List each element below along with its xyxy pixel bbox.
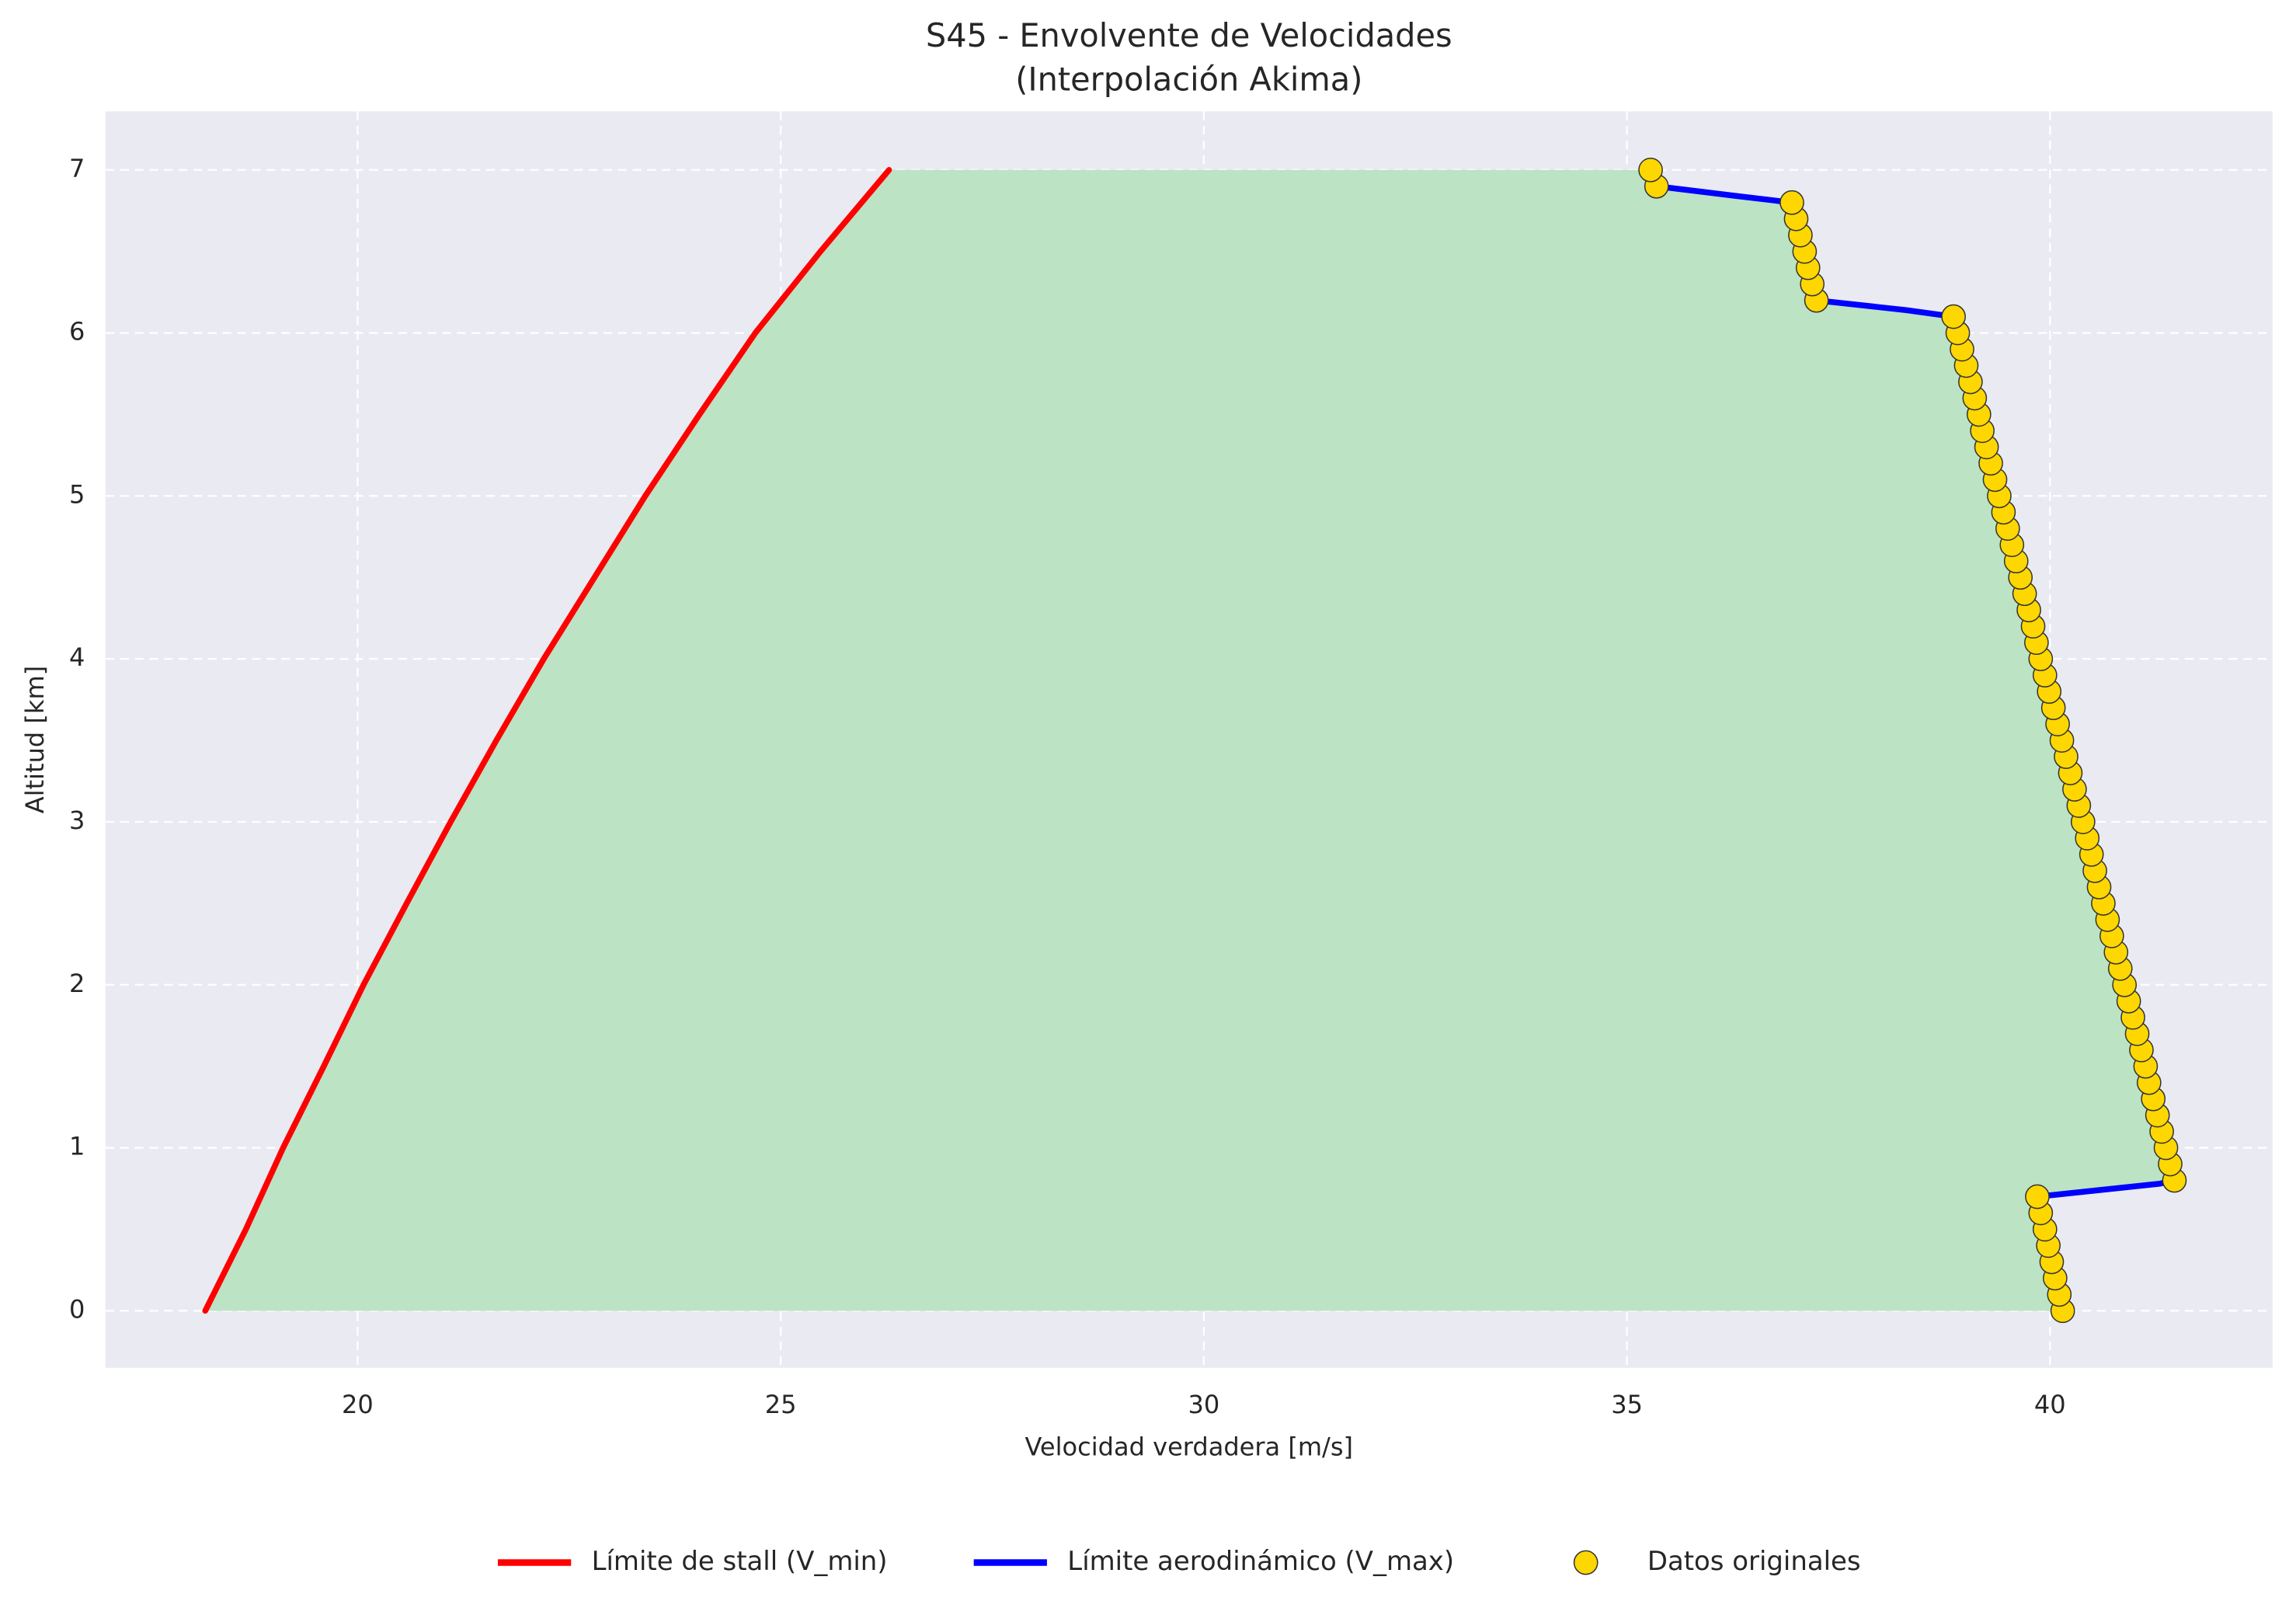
legend-label: Límite aerodinámico (V_max) — [1067, 1547, 1454, 1577]
y-tick-label: 7 — [69, 154, 85, 183]
y-tick-label: 5 — [69, 479, 85, 509]
y-tick-label: 4 — [69, 642, 85, 672]
chart-title: S45 - Envolvente de Velocidades — [926, 17, 1452, 54]
x-tick-label: 40 — [2034, 1390, 2066, 1419]
legend-label: Datos originales — [1647, 1547, 1861, 1577]
y-tick-label: 1 — [69, 1132, 85, 1161]
y-tick-label: 3 — [69, 806, 85, 835]
envelope-fill — [205, 169, 2175, 1311]
x-axis-label: Velocidad verdadera [m/s] — [1025, 1432, 1354, 1461]
y-tick-label: 0 — [69, 1294, 85, 1324]
legend-swatch — [1573, 1550, 1599, 1575]
data-point — [1638, 157, 1663, 183]
line-series — [202, 167, 892, 1314]
x-tick-label: 25 — [765, 1390, 797, 1419]
x-tick-label: 30 — [1188, 1390, 1219, 1419]
line-series — [1647, 167, 2178, 1314]
x-tick-label: 20 — [342, 1390, 374, 1419]
x-tick-label: 35 — [1611, 1390, 1643, 1419]
data-point — [1941, 304, 1966, 329]
y-axis-label: Altitud [km] — [20, 666, 50, 813]
chart-subtitle: (Interpolación Akima) — [1015, 61, 1362, 99]
y-tick-label: 2 — [69, 969, 85, 998]
legend-label: Límite de stall (V_min) — [592, 1547, 888, 1577]
y-tick-label: 6 — [69, 317, 85, 346]
data-point — [1779, 190, 1804, 215]
data-point — [2025, 1184, 2050, 1210]
